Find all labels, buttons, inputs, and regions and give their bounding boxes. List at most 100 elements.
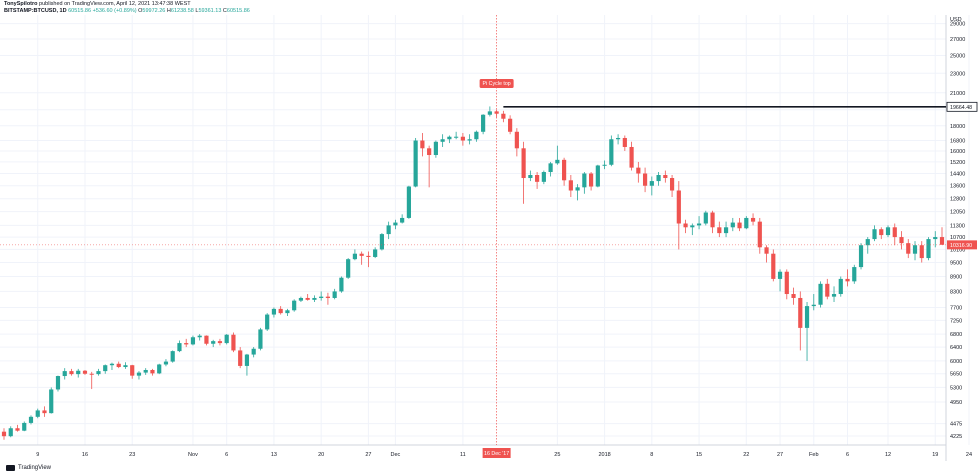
y-tick-label: 5650 bbox=[950, 372, 962, 378]
candle bbox=[649, 176, 654, 196]
candle-body bbox=[460, 136, 465, 141]
candle-body bbox=[757, 221, 762, 248]
candle bbox=[528, 170, 533, 182]
candle bbox=[710, 210, 715, 234]
candle bbox=[103, 364, 108, 374]
currency-label: USD bbox=[950, 17, 962, 23]
candle-body bbox=[912, 245, 918, 254]
y-tick-label: 15200 bbox=[950, 160, 965, 166]
candle-body bbox=[676, 190, 681, 224]
candle-body bbox=[8, 428, 13, 437]
candle-body bbox=[251, 348, 256, 355]
candle-body bbox=[939, 237, 945, 245]
price-change: +536.60 (+0.89%) bbox=[92, 8, 137, 14]
candle bbox=[690, 223, 695, 236]
y-tick-label: 27000 bbox=[950, 37, 965, 43]
cycle-top-badge bbox=[479, 78, 514, 88]
candle-body bbox=[710, 212, 715, 228]
candle-body bbox=[278, 308, 283, 314]
candle-body bbox=[703, 212, 708, 224]
y-tick-label: 7250 bbox=[950, 318, 962, 324]
candle-body bbox=[386, 225, 391, 235]
candle-body bbox=[413, 140, 418, 187]
candle bbox=[271, 307, 277, 318]
candle-body bbox=[22, 422, 27, 431]
candle bbox=[130, 364, 135, 379]
candle-body bbox=[150, 369, 155, 374]
candle-body bbox=[636, 167, 641, 174]
candle-body bbox=[568, 180, 573, 191]
y-tick-label: 16000 bbox=[950, 149, 965, 155]
candle bbox=[669, 175, 675, 198]
x-tick-label: 25 bbox=[554, 452, 560, 458]
x-tick-label: 6 bbox=[846, 452, 849, 458]
candle-body bbox=[865, 239, 870, 246]
candle bbox=[676, 181, 681, 250]
candle-body bbox=[244, 354, 250, 366]
candle-body bbox=[723, 227, 729, 234]
candle-body bbox=[514, 131, 519, 149]
candle bbox=[919, 241, 924, 263]
candle bbox=[89, 371, 94, 390]
candle-body bbox=[642, 173, 648, 186]
candle bbox=[879, 227, 884, 240]
candle bbox=[231, 332, 236, 353]
candle bbox=[602, 160, 607, 170]
candle-body bbox=[62, 371, 67, 377]
candle bbox=[393, 219, 398, 230]
candle bbox=[143, 368, 148, 375]
candle bbox=[197, 334, 202, 341]
candle bbox=[406, 185, 411, 219]
candle bbox=[912, 241, 918, 261]
candle bbox=[82, 369, 88, 375]
candle-body bbox=[595, 165, 600, 187]
candle-body bbox=[926, 239, 931, 259]
candle bbox=[359, 251, 364, 265]
candle bbox=[865, 237, 870, 254]
candle-body bbox=[535, 175, 540, 182]
candle-body bbox=[575, 187, 580, 191]
last-price-label: 10316.90 bbox=[950, 243, 972, 249]
candle-body bbox=[406, 186, 411, 218]
y-tick-label: 29000 bbox=[950, 22, 965, 28]
candle bbox=[413, 137, 418, 188]
cycle-date-badge bbox=[482, 448, 511, 458]
candle bbox=[467, 134, 472, 145]
candle-body bbox=[548, 163, 553, 173]
candle bbox=[163, 359, 169, 367]
x-tick-label: 27 bbox=[365, 452, 371, 458]
candle bbox=[298, 296, 304, 303]
candle bbox=[777, 269, 783, 292]
candle bbox=[211, 339, 216, 348]
candle bbox=[244, 353, 250, 376]
publish-info: TonySpilotro published on TradingView.co… bbox=[4, 1, 191, 7]
candle-body bbox=[811, 304, 816, 307]
candle-body bbox=[879, 229, 884, 236]
candle-body bbox=[663, 175, 668, 179]
candle bbox=[548, 161, 553, 177]
candle-body bbox=[615, 137, 621, 140]
candle-body bbox=[197, 335, 202, 338]
y-tick-label: 13600 bbox=[950, 184, 965, 190]
candle-body bbox=[818, 283, 823, 305]
candle bbox=[656, 172, 661, 186]
candle bbox=[703, 210, 708, 226]
candle bbox=[872, 225, 877, 242]
candle bbox=[258, 327, 263, 351]
candlestick-chart[interactable]: 4225 4475 4950 5300 5650 6000 6400 6800 7250 7700… bbox=[0, 15, 980, 461]
candle-body bbox=[352, 253, 357, 260]
candle bbox=[562, 157, 567, 186]
candle bbox=[116, 361, 121, 369]
candle bbox=[8, 426, 13, 438]
y-tick-label: 21000 bbox=[950, 91, 965, 97]
candle-body bbox=[184, 343, 189, 345]
y-tick-label: 10100 bbox=[950, 247, 965, 253]
candle bbox=[460, 133, 465, 146]
candle bbox=[514, 128, 519, 157]
candle-body bbox=[669, 178, 675, 191]
candle-body bbox=[420, 140, 425, 149]
candle bbox=[892, 223, 897, 246]
candle-body bbox=[622, 137, 627, 147]
candle-body bbox=[312, 297, 317, 300]
candle-body bbox=[163, 361, 169, 365]
